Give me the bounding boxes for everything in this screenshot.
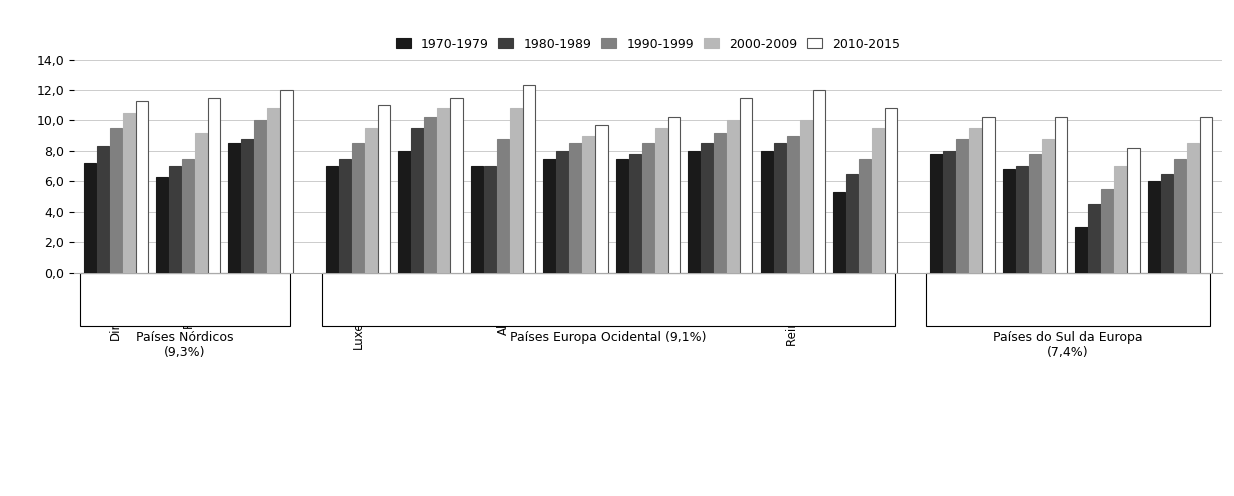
Bar bbox=[786, 136, 798, 273]
Bar bbox=[1003, 169, 1016, 273]
Bar bbox=[1199, 118, 1212, 273]
Bar bbox=[1128, 148, 1140, 273]
Bar bbox=[859, 159, 871, 273]
Bar bbox=[569, 143, 581, 273]
Bar bbox=[833, 192, 845, 273]
Bar bbox=[183, 159, 195, 273]
Bar bbox=[774, 143, 786, 273]
Bar bbox=[497, 139, 510, 273]
Bar bbox=[122, 113, 135, 273]
Bar bbox=[1148, 182, 1160, 273]
Bar bbox=[411, 128, 423, 273]
Bar bbox=[268, 108, 280, 273]
Bar bbox=[424, 118, 437, 273]
Bar bbox=[927, 273, 1209, 326]
Bar bbox=[970, 128, 982, 273]
Bar bbox=[80, 273, 290, 326]
Bar bbox=[136, 101, 148, 273]
Bar bbox=[450, 98, 463, 273]
Bar bbox=[982, 118, 995, 273]
Bar bbox=[399, 151, 411, 273]
Bar bbox=[96, 146, 109, 273]
Bar bbox=[847, 174, 859, 273]
Bar bbox=[655, 128, 668, 273]
Bar bbox=[800, 121, 812, 273]
Text: Países Nórdicos
(9,3%): Países Nórdicos (9,3%) bbox=[136, 331, 233, 359]
Bar bbox=[1075, 227, 1087, 273]
Bar bbox=[110, 128, 122, 273]
Bar bbox=[616, 159, 628, 273]
Bar bbox=[352, 143, 364, 273]
Bar bbox=[471, 166, 484, 273]
Bar bbox=[242, 139, 254, 273]
Bar bbox=[543, 159, 555, 273]
Bar bbox=[280, 90, 292, 273]
Bar bbox=[1016, 166, 1028, 273]
Bar bbox=[582, 136, 595, 273]
Bar bbox=[668, 118, 680, 273]
Bar bbox=[195, 132, 207, 273]
Bar bbox=[339, 159, 352, 273]
Bar bbox=[169, 166, 181, 273]
Bar bbox=[1174, 159, 1186, 273]
Bar bbox=[209, 98, 221, 273]
Bar bbox=[254, 121, 267, 273]
Bar bbox=[1114, 166, 1127, 273]
Bar bbox=[155, 177, 168, 273]
Bar bbox=[1088, 204, 1101, 273]
Bar bbox=[1041, 139, 1054, 273]
Bar bbox=[642, 143, 654, 273]
Bar bbox=[84, 163, 96, 273]
Bar bbox=[365, 128, 378, 273]
Bar bbox=[1029, 154, 1041, 273]
Bar bbox=[872, 128, 885, 273]
Bar bbox=[523, 85, 536, 273]
Bar bbox=[1055, 118, 1067, 273]
Bar bbox=[689, 151, 701, 273]
Text: Países Europa Ocidental (9,1%): Países Europa Ocidental (9,1%) bbox=[510, 331, 707, 344]
Bar bbox=[378, 105, 390, 273]
Bar bbox=[557, 151, 569, 273]
Bar bbox=[701, 143, 713, 273]
Bar bbox=[628, 154, 640, 273]
Bar bbox=[595, 125, 607, 273]
Bar bbox=[326, 166, 338, 273]
Bar bbox=[944, 151, 956, 273]
Bar bbox=[885, 108, 897, 273]
Bar bbox=[228, 143, 241, 273]
Bar bbox=[1161, 174, 1174, 273]
Bar bbox=[930, 154, 943, 273]
Text: Países do Sul da Europa
(7,4%): Países do Sul da Europa (7,4%) bbox=[993, 331, 1143, 359]
Bar bbox=[760, 151, 772, 273]
Bar bbox=[956, 139, 969, 273]
Bar bbox=[322, 273, 895, 326]
Bar bbox=[1187, 143, 1199, 273]
Legend: 1970-1979, 1980-1989, 1990-1999, 2000-2009, 2010-2015: 1970-1979, 1980-1989, 1990-1999, 2000-20… bbox=[392, 34, 903, 54]
Bar bbox=[727, 121, 739, 273]
Bar bbox=[437, 108, 449, 273]
Bar bbox=[714, 132, 727, 273]
Bar bbox=[510, 108, 522, 273]
Bar bbox=[812, 90, 824, 273]
Bar bbox=[740, 98, 753, 273]
Bar bbox=[1101, 189, 1113, 273]
Bar bbox=[484, 166, 496, 273]
